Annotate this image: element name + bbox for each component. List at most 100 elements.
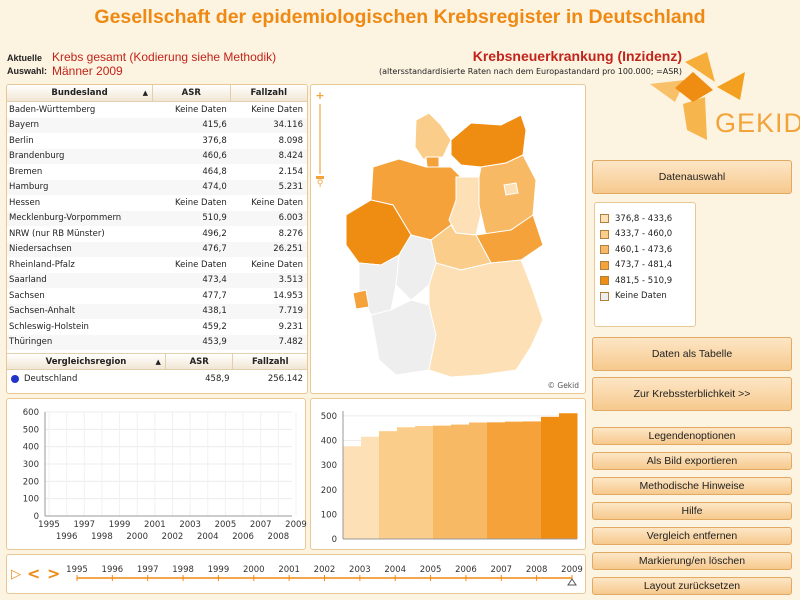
bar[interactable] xyxy=(343,446,362,539)
table-row[interactable]: Hessen Keine Daten Keine Daten xyxy=(7,195,307,211)
bar[interactable] xyxy=(523,421,542,539)
table-row[interactable]: Berlin 376,8 8.098 xyxy=(7,133,307,149)
cell-bundesland: Hamburg xyxy=(9,182,49,193)
region-schleswig-holstein[interactable] xyxy=(414,112,452,160)
next-year-button[interactable]: > xyxy=(47,564,61,583)
y-tick-label: 500 xyxy=(321,412,337,422)
table-row[interactable]: Thüringen 453,9 7.482 xyxy=(7,334,307,350)
bar[interactable] xyxy=(361,436,380,539)
timeline-year[interactable]: 2006 xyxy=(455,565,477,575)
table-row[interactable]: Bremen 464,8 2.154 xyxy=(7,164,307,180)
timeline-year[interactable]: 2003 xyxy=(349,565,371,575)
compare-region: Deutschland xyxy=(24,374,78,384)
markierung-loeschen-button[interactable]: Markierung/en löschen xyxy=(592,552,792,570)
cell-asr: Keine Daten xyxy=(174,259,227,270)
bar[interactable] xyxy=(451,424,470,539)
x-tick-label: 1998 xyxy=(91,532,113,542)
bar[interactable] xyxy=(559,413,578,539)
legend-item[interactable]: 473,7 - 481,4 xyxy=(600,258,695,274)
legend-item[interactable]: 376,8 - 433,6 xyxy=(600,211,695,227)
table-row[interactable]: Mecklenburg-Vorpommern 510,9 6.003 xyxy=(7,210,307,226)
table-row[interactable]: Saarland 473,4 3.513 xyxy=(7,272,307,288)
daten-als-tabelle-button[interactable]: Daten als Tabelle xyxy=(592,337,792,371)
cell-bundesland: Hessen xyxy=(9,197,41,208)
table-row[interactable]: Hamburg 474,0 5.231 xyxy=(7,179,307,195)
timeline-year[interactable]: 2008 xyxy=(526,565,548,575)
datenauswahl-button[interactable]: Datenauswahl xyxy=(592,160,792,194)
legend-label: 473,7 - 481,4 xyxy=(615,260,673,271)
table-row[interactable]: Niedersachsen 476,7 26.251 xyxy=(7,241,307,257)
bar[interactable] xyxy=(505,421,524,539)
timeline-year[interactable]: 2001 xyxy=(278,565,300,575)
als-bild-exportieren-button[interactable]: Als Bild exportieren xyxy=(592,452,792,470)
header-vergleichsregion[interactable]: Vergleichsregion ▲ xyxy=(7,354,166,369)
timeline-year[interactable]: 1998 xyxy=(172,565,194,575)
zoom-control[interactable]: + ⚲ xyxy=(315,89,325,199)
x-tick-label: 2005 xyxy=(215,520,237,530)
timeline-slider[interactable]: 1995 1996 1997 1998 1999 2000 2001 2002 2003 2004… xyxy=(7,555,587,595)
timeline-year[interactable]: 2007 xyxy=(490,565,512,575)
zoom-slider-handle[interactable] xyxy=(316,176,324,179)
compare-row[interactable]: Deutschland 458,9 256.142 xyxy=(7,370,307,388)
zoom-out-icon[interactable]: ⚲ xyxy=(316,179,324,189)
table-row[interactable]: Schleswig-Holstein 459,2 9.231 xyxy=(7,319,307,335)
methodische-hinweise-button[interactable]: Methodische Hinweise xyxy=(592,477,792,495)
legend-item[interactable]: 433,7 - 460,0 xyxy=(600,227,695,243)
table-row[interactable]: Bayern 415,6 34.116 xyxy=(7,117,307,133)
cell-bundesland: Bremen xyxy=(9,166,43,177)
prev-year-button[interactable]: < xyxy=(27,564,41,583)
zur-krebssterblichkeit-button[interactable]: Zur Krebssterblichkeit >> xyxy=(592,377,792,411)
bar[interactable] xyxy=(415,425,434,539)
table-row[interactable]: Sachsen-Anhalt 438,1 7.719 xyxy=(7,303,307,319)
region-saarland[interactable] xyxy=(352,289,370,310)
cell-bundesland: Baden-Württemberg xyxy=(9,104,96,115)
cell-asr: 496,2 xyxy=(202,228,227,239)
table-row[interactable]: Brandenburg 460,6 8.424 xyxy=(7,148,307,164)
bar[interactable] xyxy=(397,427,416,539)
vergleich-entfernen-button[interactable]: Vergleich entfernen xyxy=(592,527,792,545)
timeline-year[interactable]: 2005 xyxy=(420,565,442,575)
legend-item[interactable]: Keine Daten xyxy=(600,289,695,305)
table-row[interactable]: Sachsen 477,7 14.953 xyxy=(7,288,307,304)
cell-fallzahl: Keine Daten xyxy=(251,259,303,270)
bar[interactable] xyxy=(379,431,398,539)
cell-fallzahl: 8.098 xyxy=(278,135,303,146)
timeline-handle[interactable] xyxy=(567,578,577,586)
x-tick-label: 2008 xyxy=(268,532,290,542)
header-asr[interactable]: ASR xyxy=(153,85,231,101)
y-tick-label: 400 xyxy=(321,437,337,447)
bar[interactable] xyxy=(541,416,560,539)
region-hamburg[interactable] xyxy=(425,156,440,168)
timeline-year[interactable]: 2002 xyxy=(314,565,336,575)
bar[interactable] xyxy=(433,425,452,539)
timeline-year[interactable]: 1999 xyxy=(208,565,230,575)
cell-fallzahl: 14.953 xyxy=(273,290,303,301)
y-tick-label: 200 xyxy=(23,477,39,487)
legend-item[interactable]: 481,5 - 510,9 xyxy=(600,273,695,289)
hilfe-button[interactable]: Hilfe xyxy=(592,502,792,520)
legend-item[interactable]: 460,1 - 473,6 xyxy=(600,242,695,258)
header-bundesland[interactable]: Bundesland ▲ xyxy=(7,85,154,101)
play-icon[interactable]: ▷ xyxy=(11,567,21,582)
timeline-year[interactable]: 2009 xyxy=(561,565,583,575)
bar[interactable] xyxy=(487,422,506,539)
bar[interactable] xyxy=(469,422,488,539)
table-row[interactable]: Rheinland-Pfalz Keine Daten Keine Daten xyxy=(7,257,307,273)
region-berlin[interactable] xyxy=(503,182,519,196)
table-row[interactable]: NRW (nur RB Münster) 496,2 8.276 xyxy=(7,226,307,242)
timeline-year[interactable]: 2000 xyxy=(243,565,265,575)
zoom-slider-track[interactable] xyxy=(319,104,321,174)
zoom-in-icon[interactable]: + xyxy=(315,89,325,102)
timeline-year[interactable]: 1997 xyxy=(137,565,159,575)
timeline-year[interactable]: 1995 xyxy=(66,565,88,575)
legendenoptionen-button[interactable]: Legendenoptionen xyxy=(592,427,792,445)
header-fallzahl[interactable]: Fallzahl xyxy=(250,88,288,98)
timeline-year[interactable]: 1996 xyxy=(102,565,124,575)
table-row[interactable]: Baden-Württemberg Keine Daten Keine Daten xyxy=(7,102,307,118)
compare-header-asr[interactable]: ASR xyxy=(166,354,234,369)
page-title: Gesellschaft der epidemiologischen Krebs… xyxy=(94,6,706,28)
region-bayern[interactable] xyxy=(428,259,544,378)
layout-zuruecksetzen-button[interactable]: Layout zurücksetzen xyxy=(592,577,792,595)
compare-header-fallzahl[interactable]: Fallzahl xyxy=(251,356,289,367)
timeline-year[interactable]: 2004 xyxy=(384,565,406,575)
